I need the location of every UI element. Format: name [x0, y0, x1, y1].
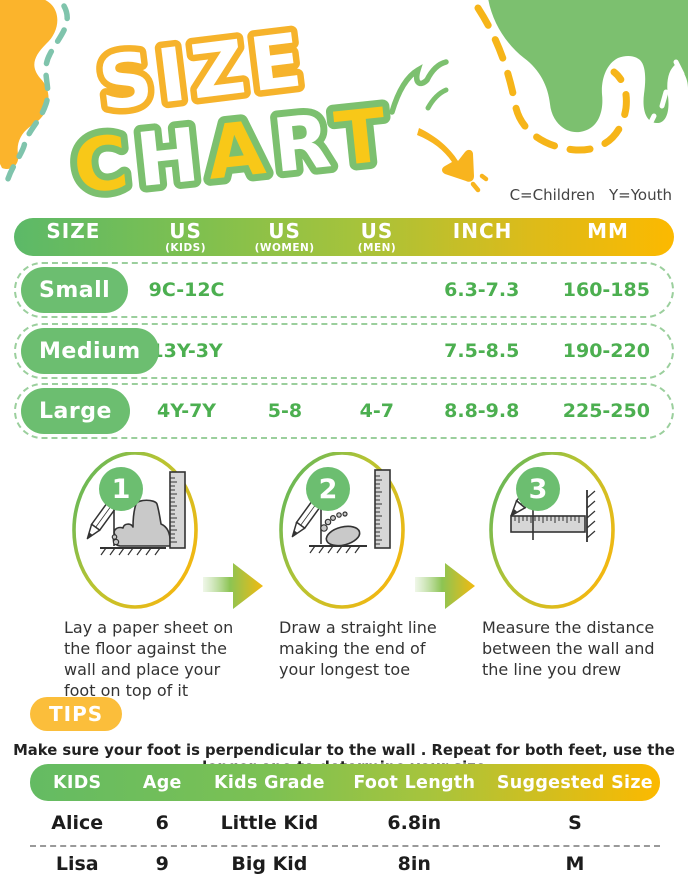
column-header-suggested-size: Suggested Size — [496, 772, 653, 793]
wall-hatch — [586, 490, 596, 542]
tips-badge: TIPS — [30, 697, 123, 731]
header-decoration: SIZE CHART — [0, 0, 688, 214]
table-row: Lisa 9 Big Kid 8in M — [30, 845, 660, 879]
title-letter: A — [203, 104, 278, 196]
cell-us-kids: 9C-12C — [148, 279, 225, 301]
arrow-accent-dashes — [470, 173, 489, 193]
step-ring — [489, 452, 615, 609]
green-blob-white-dashes — [647, 59, 685, 127]
step-number-badge — [306, 467, 350, 511]
toe-bump — [112, 538, 120, 546]
cell-inch: 7.5-8.5 — [444, 340, 520, 362]
table-row: Alice 6 Little Kid 6.8in S — [30, 801, 660, 845]
cell-us-women: 5-8 — [267, 400, 303, 422]
step-number-badge — [516, 467, 560, 511]
column-header-us-kids: US (KIDS) — [165, 218, 207, 254]
column-header-mm: MM — [587, 219, 629, 243]
legend-note: C=Children Y=Youth — [510, 186, 672, 204]
green-squiggle-small — [425, 87, 449, 111]
cell-us-kids: 13Y-3Y — [150, 340, 223, 362]
title-letter: R — [269, 98, 340, 190]
step-arrow-icon — [203, 563, 263, 609]
column-header-size: SIZE — [46, 219, 101, 243]
size-pill-large: Large — [21, 388, 130, 434]
size-table-header: SIZE US (KIDS) US (WOMEN) US (MEN) INCH … — [14, 218, 674, 256]
title-letter: C — [69, 119, 141, 211]
column-header-kids: KIDS — [53, 772, 102, 793]
step-3-instruction: Measure the distance between the wall an… — [482, 618, 655, 680]
kids-table-header: KIDS Age Kids Grade Foot Length Suggeste… — [30, 764, 660, 801]
arrow-down-right-icon — [417, 128, 474, 182]
step-ring — [72, 452, 198, 609]
size-pill-small: Small — [21, 267, 129, 313]
step-1-instruction: Lay a paper sheet on the floor against t… — [64, 618, 234, 701]
cell-mm: 160-185 — [562, 279, 650, 301]
step-arrow-icon — [415, 563, 475, 609]
legend-youth: Y=Youth — [609, 186, 672, 204]
step-1-figure: 1 — [72, 452, 198, 609]
cell-mm: 190-220 — [562, 340, 650, 362]
cell-suggested-size: M — [565, 853, 585, 875]
cell-foot-length: 8in — [397, 853, 431, 875]
step-2-figure: 2 — [279, 452, 405, 609]
step-3-figure: 3 — [489, 452, 615, 609]
step-number: 1 — [112, 474, 131, 505]
ground-hatch — [100, 547, 166, 556]
step-number: 3 — [529, 474, 548, 505]
column-header-age: Age — [142, 772, 182, 793]
ruler-icon — [169, 471, 186, 549]
step-ring — [279, 452, 405, 609]
table-row-large: Large 4Y-7Y 5-8 4-7 8.8-9.8 225-250 — [14, 383, 674, 439]
cell-us-kids: 4Y-7Y — [157, 400, 217, 422]
step-number-badge — [99, 467, 143, 511]
cell-kid-name: Alice — [51, 812, 104, 834]
cell-us-men: 4-7 — [359, 400, 394, 422]
yellow-dashed-curve — [474, 4, 630, 154]
title-letter: H — [132, 111, 212, 204]
title-word-chart: CHART — [69, 92, 399, 211]
cell-suggested-size: S — [568, 812, 582, 834]
step-number: 2 — [319, 474, 338, 505]
cell-mm: 225-250 — [562, 400, 650, 422]
ruler-icon — [510, 515, 586, 533]
ground-hatch — [309, 545, 367, 554]
step-2-instruction: Draw a straight line making the end of y… — [279, 618, 437, 680]
cell-grade: Big Kid — [231, 853, 308, 875]
cell-inch: 8.8-9.8 — [444, 400, 520, 422]
green-blob — [488, 0, 688, 133]
size-pill-medium: Medium — [21, 328, 159, 374]
cell-age: 9 — [155, 853, 169, 875]
ruler-icon — [374, 469, 391, 549]
table-row-small: Small 9C-12C 6.3-7.3 160-185 — [14, 262, 674, 318]
column-header-us-women: US (WOMEN) — [254, 218, 315, 254]
toe-bump — [111, 534, 118, 540]
table-row-medium: Medium 13Y-3Y 7.5-8.5 190-220 — [14, 323, 674, 379]
footprint-icon — [320, 511, 361, 547]
title-letter: T — [331, 92, 399, 184]
cell-inch: 6.3-7.3 — [444, 279, 520, 301]
teal-dashed-squiggle — [3, 3, 70, 189]
column-header-inch: INCH — [452, 219, 513, 243]
cell-age: 6 — [155, 812, 169, 834]
cell-kid-name: Lisa — [55, 853, 99, 875]
kids-example-table: KIDS Age Kids Grade Foot Length Suggeste… — [30, 764, 660, 879]
cell-grade: Little Kid — [220, 812, 319, 834]
column-header-us-men: US (MEN) — [357, 218, 397, 254]
yellow-blob — [0, 0, 58, 169]
cell-foot-length: 6.8in — [387, 812, 442, 834]
legend-children: C=Children — [509, 186, 596, 204]
green-squiggle — [389, 59, 449, 115]
column-header-foot-length: Foot Length — [353, 772, 476, 793]
column-header-kids-grade: Kids Grade — [213, 772, 325, 793]
